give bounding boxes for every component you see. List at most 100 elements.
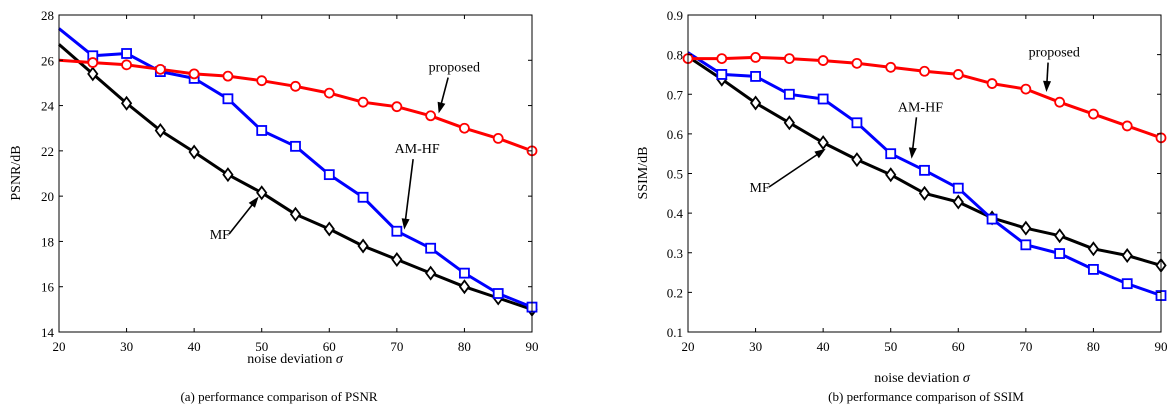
data-point [121,59,132,71]
data-point [154,63,166,75]
data-point [1054,96,1066,108]
y-axis-label: SSIM/dB [636,147,651,200]
data-point [1054,248,1066,259]
y-tick-label: 0.7 [667,87,684,102]
data-point [716,53,728,64]
x-tick-label: 80 [458,339,471,354]
y-tick-label: 0.2 [667,285,683,300]
data-point [323,221,335,237]
data-point [749,95,762,111]
data-point [256,75,268,87]
data-point [817,93,829,105]
x-tick-label: 20 [682,339,695,354]
data-point [918,185,931,201]
data-point [1088,108,1099,120]
data-point [1088,263,1099,275]
series-am-hf [58,27,538,313]
data-point [425,110,437,122]
data-point [952,194,964,210]
data-point [391,225,403,237]
data-point [1121,278,1133,290]
y-tick-label: 26 [41,53,55,68]
x-tick-label: 90 [1155,339,1168,354]
data-point [154,122,166,138]
data-point [986,213,998,225]
annotation-proposed: proposed [1029,46,1080,61]
annotation-arrow-head [814,148,826,159]
plot-frame [687,14,1162,333]
data-point [750,51,761,63]
data-point [783,115,795,131]
data-point [188,68,200,80]
y-tick-label: 16 [41,280,55,295]
y-tick-label: 20 [41,189,54,204]
data-point [391,252,403,268]
data-point [222,93,234,105]
annotation-arrow-head [437,101,446,114]
data-point [458,279,471,295]
data-point [289,206,302,222]
data-point [256,125,268,136]
data-point [851,152,863,168]
data-point [952,182,964,194]
data-point [986,78,998,89]
data-point [750,71,761,82]
annotation-arrow-line [911,117,918,151]
annotation-arrow-line [1046,62,1049,85]
data-point [425,242,437,254]
plot-area [59,15,532,332]
x-tick-label: 80 [1087,339,1100,354]
x-tick-label: 40 [188,339,201,354]
y-axis-label: PSNR/dB [9,145,24,200]
x-tick-label: 70 [1019,339,1032,354]
x-tick-label: 70 [390,339,403,354]
data-point [885,61,897,73]
data-point [391,101,403,113]
data-point [851,117,863,129]
x-tick-label: 40 [817,339,830,354]
x-tick-label: 30 [749,339,762,354]
annotation-arrow-line [439,77,449,106]
y-tick-label: 0.5 [667,167,683,182]
x-axis-label: noise deviation σ [874,371,971,386]
annotation-arrow-head [401,218,410,230]
x-tick-label: 50 [884,339,897,354]
data-point [323,169,335,181]
x-tick-label: 90 [526,339,539,354]
annotation-am-hf: AM-HF [898,100,943,115]
data-point [357,191,369,203]
chart-caption: (b) performance comparison of SSIM [828,389,1024,404]
data-point [1121,248,1133,264]
data-point [1121,120,1133,132]
data-point [885,148,897,160]
y-tick-label: 28 [41,8,54,23]
y-tick-label: 22 [41,144,54,159]
data-point [188,144,200,160]
annotation-proposed: proposed [429,61,480,76]
annotation-arrow-head [908,147,917,159]
data-point [290,140,301,152]
chart-marks: proposed AM-HF MF [58,27,538,317]
chart-marks: proposed AM-HF MF [682,46,1167,301]
x-axis-label: noise deviation σ [247,352,344,367]
y-tick-label: 0.3 [667,246,683,261]
data-point [357,96,369,108]
data-point [323,87,335,99]
data-point [87,66,99,82]
chart-psnr: proposed AM-HF MF 20 30 40 50 60 70 80 90 14 16 18 20… [9,8,539,404]
annotation-mf: MF [210,228,230,243]
x-tick-label: 60 [323,339,336,354]
chart-caption: (a) performance comparison of PSNR [180,389,377,404]
data-point [120,95,133,111]
data-point [817,55,829,66]
annotation-am-hf: AM-HF [395,142,440,157]
data-point [885,167,897,183]
x-tick-label: 30 [120,339,133,354]
series-proposed [58,57,538,157]
data-point [121,48,132,59]
plot-frame [58,14,533,333]
data-point [1087,241,1100,257]
data-point [783,53,795,64]
data-point [1020,220,1032,236]
